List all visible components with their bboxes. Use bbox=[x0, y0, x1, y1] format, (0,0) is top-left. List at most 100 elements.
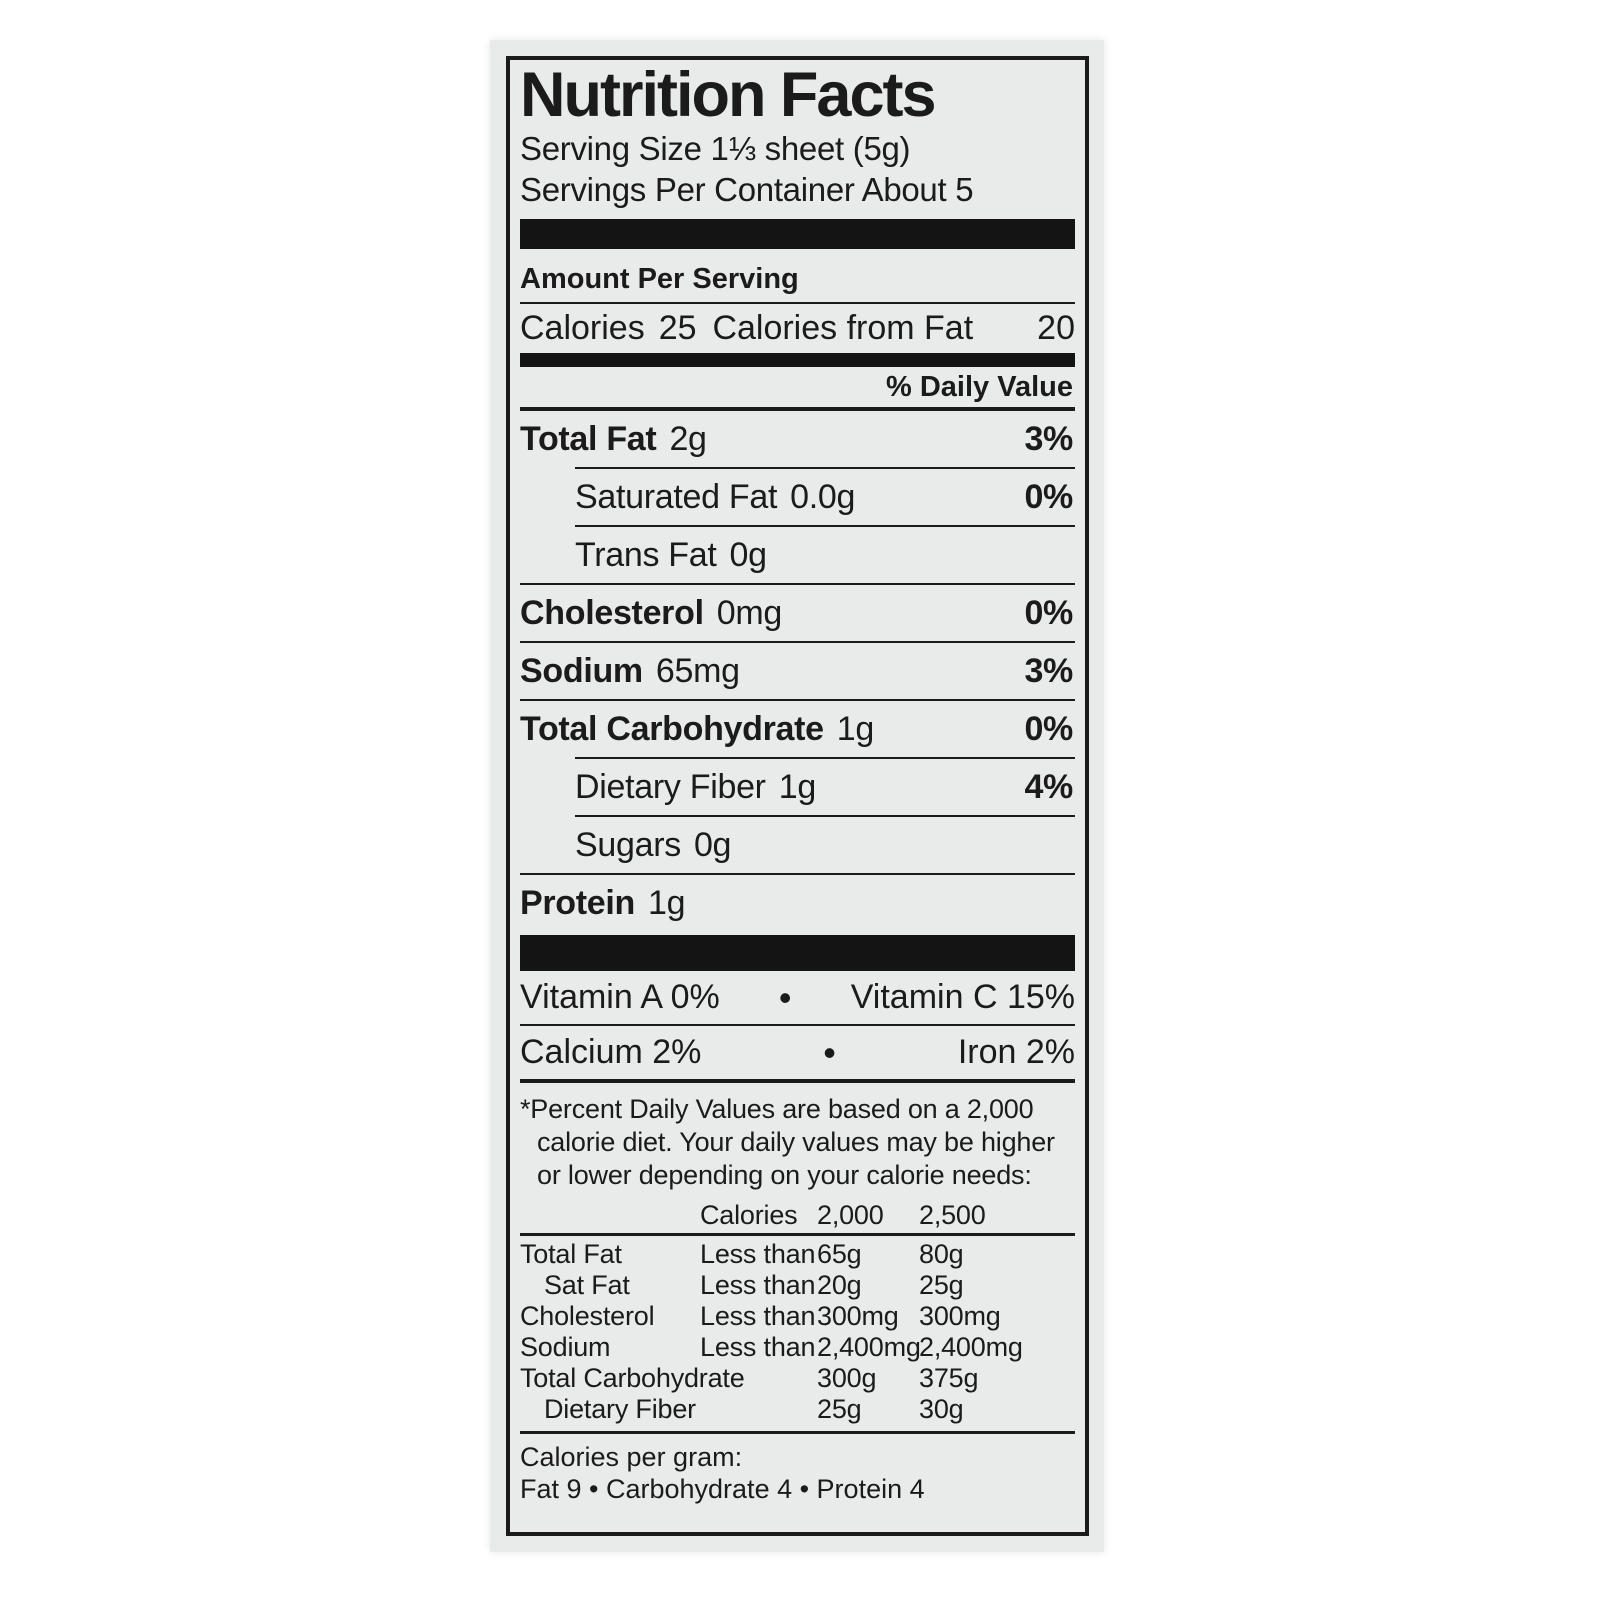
nutrient-daily-value: 0% bbox=[1024, 477, 1073, 516]
calories-from-fat-value: 20 bbox=[1037, 309, 1075, 347]
table-row-2000-value: 300g bbox=[817, 1363, 877, 1393]
nutrient-name: Dietary Fiber bbox=[575, 767, 766, 806]
percent-daily-value-heading: % Daily Value bbox=[886, 371, 1073, 403]
table-row-2000-value: 65g bbox=[817, 1239, 862, 1269]
nutrient-name: Total Carbohydrate bbox=[520, 709, 824, 748]
table-header-2500: 2,500 bbox=[919, 1200, 986, 1230]
calories-row: Calories 25 Calories from Fat 20 bbox=[520, 304, 1075, 353]
table-row-name: Dietary Fiber bbox=[544, 1394, 696, 1424]
table-row-2000-value: 2,400mg bbox=[817, 1332, 921, 1362]
daily-values-footnote: *Percent Daily Values are based on a 2,0… bbox=[520, 1094, 1055, 1190]
calcium-value: Calcium 2% bbox=[520, 1033, 702, 1071]
table-row-name: Cholesterol bbox=[520, 1301, 655, 1331]
nutrient-amount: 0mg bbox=[716, 593, 783, 632]
divider-line bbox=[520, 583, 1075, 585]
nutrient-row-dietary-fiber: Dietary Fiber 1g 4% bbox=[520, 759, 1075, 815]
nutrient-row-total-fat: Total Fat 2g 3% bbox=[520, 411, 1075, 467]
calories-value: 25 bbox=[658, 309, 697, 347]
divider-line bbox=[520, 302, 1075, 304]
vitamin-c-value: Vitamin C 15% bbox=[850, 978, 1075, 1016]
nutrient-row-sodium: Sodium 65mg 3% bbox=[520, 643, 1075, 699]
nutrient-row-cholesterol: Cholesterol 0mg 0% bbox=[520, 585, 1075, 641]
serving-size-line: Serving Size 1⅓ sheet (5g) bbox=[520, 130, 911, 167]
table-row-name: Sat Fat bbox=[544, 1270, 630, 1300]
table-row-name: Total Carbohydrate bbox=[520, 1363, 745, 1393]
table-row-2500-value: 375g bbox=[919, 1363, 979, 1393]
calories-per-gram-values: Fat 9 • Carbohydrate 4 • Protein 4 bbox=[520, 1474, 925, 1504]
table-row-name: Sodium bbox=[520, 1332, 611, 1362]
nutrient-amount: 0.0g bbox=[790, 477, 856, 516]
calories-from-fat-label: Calories from Fat bbox=[712, 309, 974, 347]
bullet-separator: • bbox=[778, 976, 792, 1018]
divider-line bbox=[520, 873, 1075, 875]
divider-line bbox=[520, 407, 1075, 411]
table-row-2000-value: 20g bbox=[817, 1270, 862, 1300]
nutrient-daily-value: 3% bbox=[1024, 651, 1073, 690]
nutrient-daily-value: 0% bbox=[1024, 593, 1073, 632]
nutrition-label-sticker: Nutrition Facts Serving Size 1⅓ sheet (5… bbox=[490, 40, 1104, 1552]
nutrient-name: Total Fat bbox=[520, 419, 657, 458]
nutrient-daily-value: 3% bbox=[1024, 419, 1073, 458]
divider-line bbox=[520, 699, 1075, 701]
divider-line bbox=[575, 525, 1075, 527]
divider-line bbox=[520, 641, 1075, 643]
bullet-separator: • bbox=[823, 1031, 836, 1073]
nutrient-name: Sugars bbox=[575, 825, 681, 864]
daily-values-reference-table: Calories 2,000 2,500 Total Fat Less than… bbox=[520, 1200, 1075, 1425]
divider-line bbox=[520, 1431, 1075, 1434]
vitamin-row-calcium-iron: Calcium 2% • Iron 2% bbox=[520, 1026, 1075, 1079]
divider-line bbox=[520, 1024, 1075, 1026]
table-row-name: Total Fat bbox=[520, 1239, 622, 1269]
table-row-2500-value: 30g bbox=[919, 1394, 964, 1424]
servings-per-container-line: Servings Per Container About 5 bbox=[520, 171, 974, 208]
section-divider-bar bbox=[520, 353, 1075, 367]
nutrition-facts-title: Nutrition Facts bbox=[520, 60, 937, 130]
nutrient-daily-value: 0% bbox=[1024, 709, 1073, 748]
nutrient-amount: 1g bbox=[778, 767, 817, 806]
table-row-2500-value: 300mg bbox=[919, 1301, 1001, 1331]
nutrient-name: Sodium bbox=[520, 651, 643, 690]
calories-label: Calories bbox=[520, 309, 645, 347]
amount-per-serving-heading: Amount Per Serving bbox=[520, 263, 799, 295]
table-row-2500-value: 2,400mg bbox=[919, 1332, 1023, 1362]
nutrient-row-saturated-fat: Saturated Fat 0.0g 0% bbox=[520, 469, 1075, 525]
table-row-2000-value: 25g bbox=[817, 1394, 862, 1424]
section-divider-bar bbox=[520, 935, 1075, 971]
nutrient-amount: 0g bbox=[693, 825, 732, 864]
divider-line bbox=[575, 467, 1075, 469]
nutrient-row-protein: Protein 1g bbox=[520, 875, 1075, 931]
nutrient-name: Cholesterol bbox=[520, 593, 704, 632]
nutrient-name: Saturated Fat bbox=[575, 477, 778, 516]
nutrient-name: Trans Fat bbox=[575, 535, 717, 574]
table-row-qualifier: Less than bbox=[700, 1332, 816, 1362]
vitamin-a-value: Vitamin A 0% bbox=[520, 978, 720, 1016]
nutrient-amount: 65mg bbox=[655, 651, 740, 690]
nutrient-name: Protein bbox=[520, 883, 636, 922]
iron-value: Iron 2% bbox=[957, 1033, 1075, 1071]
nutrient-amount: 2g bbox=[669, 419, 707, 458]
nutrient-row-total-carbohydrate: Total Carbohydrate 1g 0% bbox=[520, 701, 1075, 757]
table-row-qualifier: Less than bbox=[700, 1270, 816, 1300]
nutrition-facts-panel: Nutrition Facts Serving Size 1⅓ sheet (5… bbox=[506, 56, 1089, 1536]
nutrient-amount: 1g bbox=[648, 883, 686, 922]
table-row-2500-value: 25g bbox=[919, 1270, 964, 1300]
table-row-2500-value: 80g bbox=[919, 1239, 964, 1269]
calories-per-gram-section: Calories per gram: Fat 9 • Carbohydrate … bbox=[520, 1431, 1075, 1505]
divider-line bbox=[575, 757, 1075, 759]
table-header-spacer bbox=[520, 1200, 700, 1233]
calories-per-gram-title: Calories per gram: bbox=[520, 1442, 743, 1472]
table-header-calories: Calories bbox=[700, 1200, 798, 1230]
vitamin-row-a-c: Vitamin A 0% • Vitamin C 15% bbox=[520, 971, 1075, 1024]
table-row-2000-value: 300mg bbox=[817, 1301, 899, 1331]
table-header-2000: 2,000 bbox=[817, 1200, 884, 1230]
nutrient-daily-value: 4% bbox=[1024, 767, 1073, 806]
divider-line bbox=[575, 815, 1075, 817]
table-header-divider bbox=[520, 1233, 1075, 1236]
nutrient-amount: 0g bbox=[729, 535, 768, 574]
nutrient-amount: 1g bbox=[836, 709, 875, 748]
section-divider-bar bbox=[520, 219, 1075, 249]
table-row-qualifier: Less than bbox=[700, 1301, 816, 1331]
table-row-qualifier: Less than bbox=[700, 1239, 816, 1269]
nutrient-row-sugars: Sugars 0g bbox=[520, 817, 1075, 873]
nutrient-row-trans-fat: Trans Fat 0g bbox=[520, 527, 1075, 583]
